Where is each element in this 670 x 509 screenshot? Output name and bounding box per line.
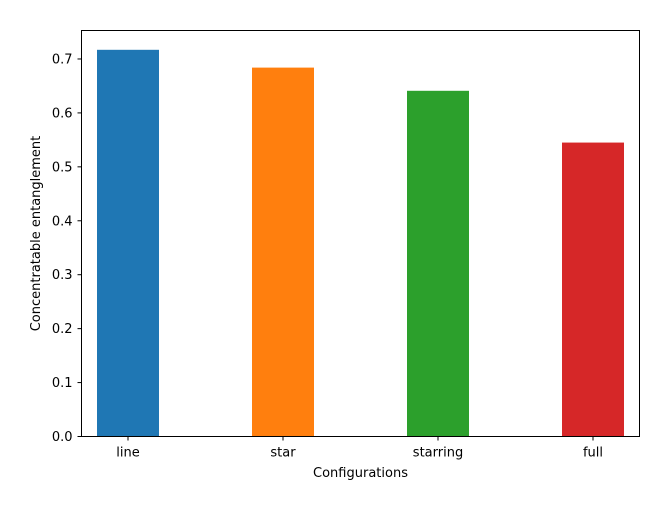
x-tick-label: starring [413, 446, 463, 461]
bar-star [252, 67, 314, 437]
x-axis: line star starring full [116, 436, 603, 461]
y-tick-label: 0.6 [52, 106, 73, 121]
bar-line [97, 49, 159, 437]
y-tick-label: 0.4 [52, 214, 73, 229]
x-tick-label: star [270, 446, 296, 461]
y-tick-label: 0.3 [52, 268, 73, 283]
x-axis-label: Configurations [313, 466, 408, 481]
y-axis-label: Concentratable entanglement [29, 136, 44, 332]
y-tick-label: 0.7 [52, 52, 73, 67]
plot-frame [81, 30, 640, 437]
y-tick-label: 0.5 [52, 160, 73, 175]
y-tick-label: 0.1 [52, 376, 73, 391]
y-axis: 0.0 0.1 0.2 0.3 0.4 0.5 0.6 0.7 [52, 52, 82, 445]
plot-border [81, 30, 640, 437]
bar-starring [407, 90, 469, 437]
plot-area [81, 30, 640, 437]
y-tick-label: 0.0 [52, 430, 73, 445]
bars [97, 49, 624, 437]
x-tick-label: line [116, 446, 139, 461]
y-tick-label: 0.2 [52, 322, 73, 337]
bar-full [562, 142, 624, 437]
x-tick-label: full [583, 446, 603, 461]
